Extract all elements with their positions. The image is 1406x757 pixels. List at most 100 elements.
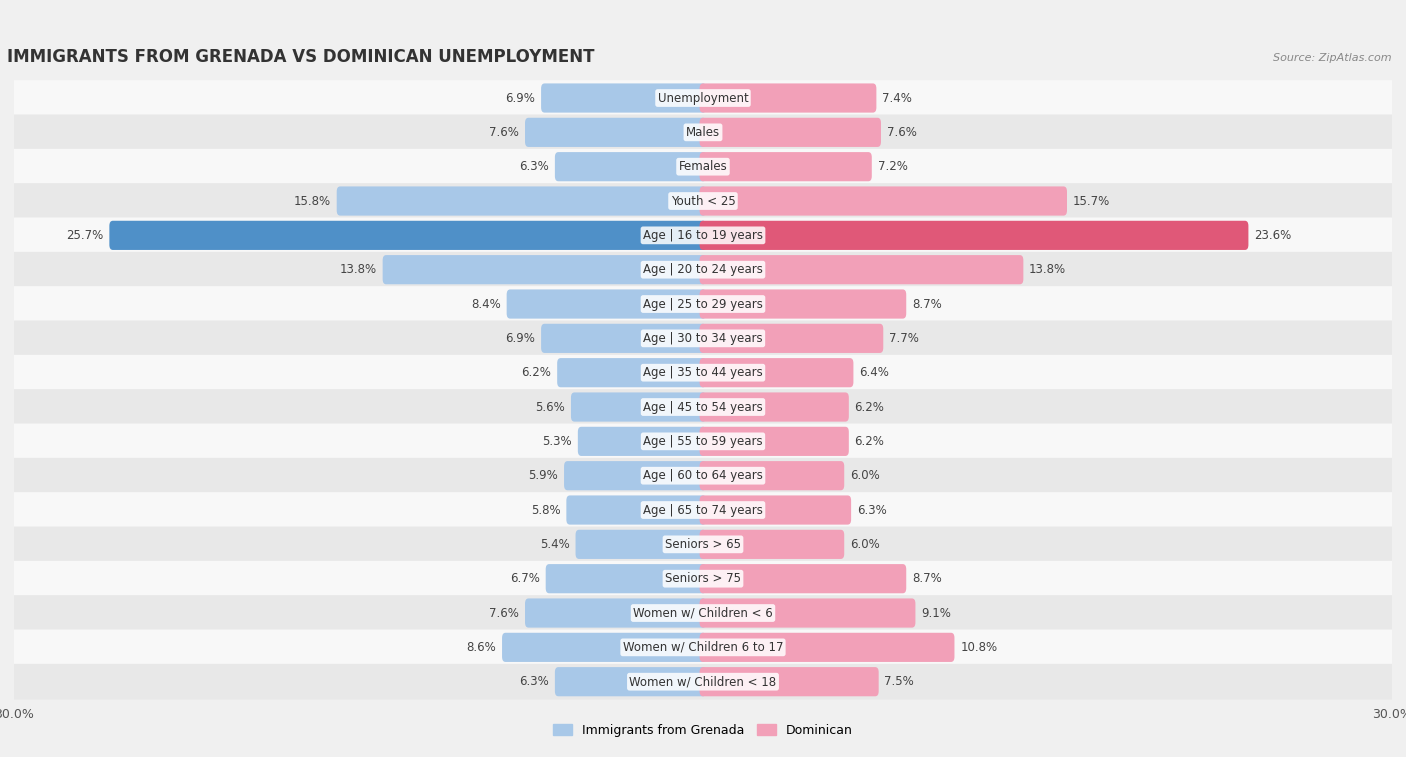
Text: 6.2%: 6.2%: [522, 366, 551, 379]
Text: Age | 65 to 74 years: Age | 65 to 74 years: [643, 503, 763, 516]
FancyBboxPatch shape: [700, 83, 876, 113]
FancyBboxPatch shape: [700, 392, 849, 422]
FancyBboxPatch shape: [575, 530, 706, 559]
Text: 5.3%: 5.3%: [543, 435, 572, 448]
Text: Youth < 25: Youth < 25: [671, 195, 735, 207]
Text: Age | 55 to 59 years: Age | 55 to 59 years: [643, 435, 763, 448]
Text: Women w/ Children < 18: Women w/ Children < 18: [630, 675, 776, 688]
FancyBboxPatch shape: [506, 289, 706, 319]
FancyBboxPatch shape: [700, 599, 915, 628]
FancyBboxPatch shape: [700, 667, 879, 696]
FancyBboxPatch shape: [578, 427, 706, 456]
Text: 8.7%: 8.7%: [912, 298, 942, 310]
Text: 7.5%: 7.5%: [884, 675, 914, 688]
Text: 7.2%: 7.2%: [877, 160, 907, 173]
FancyBboxPatch shape: [502, 633, 706, 662]
Text: 13.8%: 13.8%: [340, 263, 377, 276]
FancyBboxPatch shape: [382, 255, 706, 285]
FancyBboxPatch shape: [700, 221, 1249, 250]
Text: 8.4%: 8.4%: [471, 298, 501, 310]
FancyBboxPatch shape: [557, 358, 706, 388]
FancyBboxPatch shape: [700, 324, 883, 353]
FancyBboxPatch shape: [700, 564, 907, 593]
FancyBboxPatch shape: [14, 595, 1392, 631]
FancyBboxPatch shape: [14, 320, 1392, 357]
FancyBboxPatch shape: [546, 564, 706, 593]
FancyBboxPatch shape: [14, 80, 1392, 116]
Text: Women w/ Children 6 to 17: Women w/ Children 6 to 17: [623, 641, 783, 654]
Text: 5.6%: 5.6%: [536, 400, 565, 413]
Text: Males: Males: [686, 126, 720, 139]
Text: 6.4%: 6.4%: [859, 366, 889, 379]
FancyBboxPatch shape: [541, 83, 706, 113]
Text: Age | 16 to 19 years: Age | 16 to 19 years: [643, 229, 763, 241]
FancyBboxPatch shape: [14, 664, 1392, 699]
Text: Age | 20 to 24 years: Age | 20 to 24 years: [643, 263, 763, 276]
Text: 7.6%: 7.6%: [489, 126, 519, 139]
FancyBboxPatch shape: [700, 358, 853, 388]
Text: Age | 30 to 34 years: Age | 30 to 34 years: [643, 332, 763, 345]
FancyBboxPatch shape: [14, 114, 1392, 150]
Text: Age | 25 to 29 years: Age | 25 to 29 years: [643, 298, 763, 310]
Text: 15.8%: 15.8%: [294, 195, 330, 207]
FancyBboxPatch shape: [700, 427, 849, 456]
FancyBboxPatch shape: [555, 152, 706, 181]
Text: Age | 45 to 54 years: Age | 45 to 54 years: [643, 400, 763, 413]
Text: 9.1%: 9.1%: [921, 606, 950, 619]
Text: 6.3%: 6.3%: [856, 503, 887, 516]
Text: 7.6%: 7.6%: [489, 606, 519, 619]
FancyBboxPatch shape: [14, 458, 1392, 494]
Text: 7.7%: 7.7%: [889, 332, 920, 345]
Text: 8.6%: 8.6%: [467, 641, 496, 654]
Text: 10.8%: 10.8%: [960, 641, 997, 654]
Text: 7.6%: 7.6%: [887, 126, 917, 139]
FancyBboxPatch shape: [700, 118, 882, 147]
FancyBboxPatch shape: [14, 527, 1392, 562]
Text: 5.4%: 5.4%: [540, 538, 569, 551]
FancyBboxPatch shape: [700, 152, 872, 181]
FancyBboxPatch shape: [700, 255, 1024, 285]
FancyBboxPatch shape: [700, 633, 955, 662]
Text: Seniors > 75: Seniors > 75: [665, 572, 741, 585]
FancyBboxPatch shape: [555, 667, 706, 696]
Text: Seniors > 65: Seniors > 65: [665, 538, 741, 551]
FancyBboxPatch shape: [567, 495, 706, 525]
Text: IMMIGRANTS FROM GRENADA VS DOMINICAN UNEMPLOYMENT: IMMIGRANTS FROM GRENADA VS DOMINICAN UNE…: [7, 48, 595, 66]
Text: 5.9%: 5.9%: [529, 469, 558, 482]
FancyBboxPatch shape: [336, 186, 706, 216]
FancyBboxPatch shape: [14, 630, 1392, 665]
Text: 6.0%: 6.0%: [851, 469, 880, 482]
FancyBboxPatch shape: [14, 286, 1392, 322]
Text: 25.7%: 25.7%: [66, 229, 104, 241]
FancyBboxPatch shape: [700, 186, 1067, 216]
Text: Age | 60 to 64 years: Age | 60 to 64 years: [643, 469, 763, 482]
Text: 6.2%: 6.2%: [855, 435, 884, 448]
Text: 6.3%: 6.3%: [519, 160, 550, 173]
Legend: Immigrants from Grenada, Dominican: Immigrants from Grenada, Dominican: [548, 718, 858, 742]
Text: 13.8%: 13.8%: [1029, 263, 1066, 276]
FancyBboxPatch shape: [14, 183, 1392, 219]
Text: 15.7%: 15.7%: [1073, 195, 1109, 207]
Text: 6.9%: 6.9%: [506, 332, 536, 345]
FancyBboxPatch shape: [700, 495, 851, 525]
Text: Source: ZipAtlas.com: Source: ZipAtlas.com: [1274, 53, 1392, 63]
Text: 23.6%: 23.6%: [1254, 229, 1291, 241]
FancyBboxPatch shape: [700, 461, 844, 491]
Text: Females: Females: [679, 160, 727, 173]
FancyBboxPatch shape: [14, 561, 1392, 597]
Text: Age | 35 to 44 years: Age | 35 to 44 years: [643, 366, 763, 379]
FancyBboxPatch shape: [14, 149, 1392, 185]
Text: 7.4%: 7.4%: [882, 92, 912, 104]
Text: Unemployment: Unemployment: [658, 92, 748, 104]
Text: 8.7%: 8.7%: [912, 572, 942, 585]
Text: 6.7%: 6.7%: [510, 572, 540, 585]
FancyBboxPatch shape: [14, 389, 1392, 425]
FancyBboxPatch shape: [14, 252, 1392, 288]
FancyBboxPatch shape: [564, 461, 706, 491]
FancyBboxPatch shape: [110, 221, 706, 250]
FancyBboxPatch shape: [700, 530, 844, 559]
FancyBboxPatch shape: [524, 118, 706, 147]
Text: 6.3%: 6.3%: [519, 675, 550, 688]
FancyBboxPatch shape: [14, 423, 1392, 459]
FancyBboxPatch shape: [14, 217, 1392, 253]
